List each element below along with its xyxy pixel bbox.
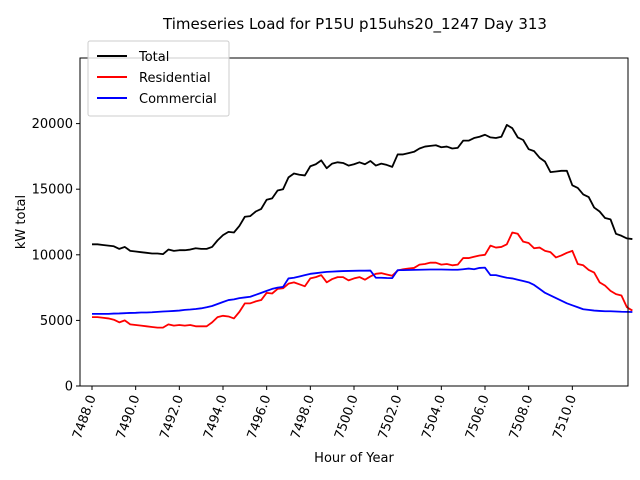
y-axis-label: kW total [14,195,29,249]
series-lines [92,124,633,329]
series-line-residential [92,231,633,329]
y-tick-label: 0 [65,380,73,395]
y-tick-label: 10000 [32,248,73,263]
legend: Total Residential Commercial [87,40,230,117]
chart-title: Timeseries Load for P15U p15uhs20_1247 D… [162,15,547,34]
legend-label-residential: Residential [139,71,211,86]
series-line-commercial [92,266,633,315]
legend-label-total: Total [138,50,169,65]
y-axis-ticks: 0 5000 10000 15000 20000 [32,117,80,395]
y-tick-label: 15000 [32,183,73,198]
y-tick-label: 20000 [32,117,73,132]
y-tick-label: 5000 [40,314,73,329]
legend-label-commercial: Commercial [139,92,217,107]
x-axis-label: Hour of Year [314,451,394,466]
series-line-total [92,124,633,256]
